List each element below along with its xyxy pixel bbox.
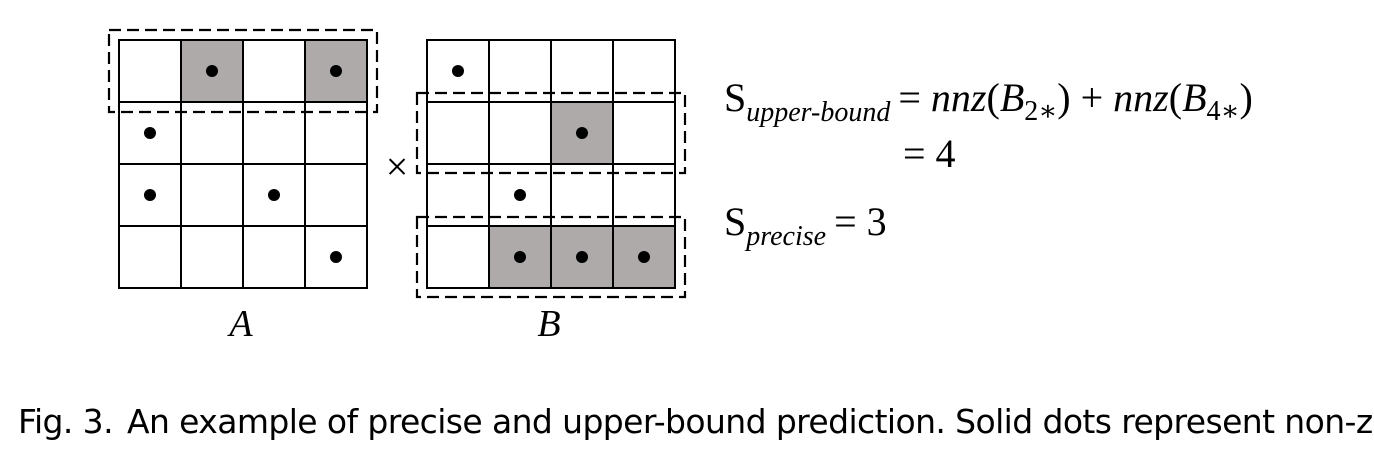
multiply-operator: × <box>386 144 409 189</box>
upper-equals: = <box>898 75 921 120</box>
matrix-a-cell-r3-c3 <box>242 163 306 227</box>
figure-diagram: A × B Supper-bound = nnz(B2∗) + nnz(B4∗) = 4… <box>107 28 1253 345</box>
precise-subscript: precise <box>744 221 826 252</box>
matrix-b-nonzero-dot-r4-c4 <box>638 251 650 263</box>
matrix-b-nonzero-dot-r2-c3 <box>576 127 588 139</box>
upper-bound-subscript: upper-bound <box>746 97 891 128</box>
matrix-a-cell-r3-c2 <box>180 163 244 227</box>
matrix-a-cell-r4-c1 <box>118 225 182 289</box>
matrix-b-nonzero-dot-r4-c2 <box>514 251 526 263</box>
figure-caption: Fig. 3. An example of precise and upper-b… <box>18 402 1374 441</box>
upper-bound-result: = 4 <box>903 131 956 176</box>
matrix-b-nonzero-dot-r1-c1 <box>452 65 464 77</box>
caption-label: Fig. 3. <box>18 402 114 441</box>
matrix-b-cell-r2-c2 <box>488 101 552 165</box>
matrix-b-nonzero-dot-r3-c2 <box>514 189 526 201</box>
matrix-a-nonzero-dot-r3-c1 <box>144 189 156 201</box>
matrix-b-cell-r1-c4 <box>612 39 676 103</box>
matrix-a-cell-r4-c3 <box>242 225 306 289</box>
open-paren-2: ( <box>1169 75 1182 120</box>
matrix-a-cell-r3-c4 <box>304 163 368 227</box>
plus-operator: + <box>1081 75 1104 120</box>
b-symbol-2: B <box>1182 75 1206 120</box>
matrix-b-row-2-dashed-box <box>415 91 687 175</box>
precise-equation: Sprecise = 3 <box>724 199 887 252</box>
nnz-function-2: nnz <box>1113 75 1169 120</box>
close-paren-2: ) <box>1240 75 1253 120</box>
matrix-b-row-4-dashed-box <box>415 215 687 299</box>
open-paren-1: ( <box>986 75 999 120</box>
b-subscript-1: 2∗ <box>1024 96 1057 127</box>
matrix-b-cell-r3-c4 <box>612 163 676 227</box>
matrix-a-label: A <box>226 303 253 345</box>
matrix-a-cell-r4-c2 <box>180 225 244 289</box>
matrix-b-cell-r3-c1 <box>426 163 490 227</box>
b-subscript-2: 4∗ <box>1207 96 1240 127</box>
matrix-b-cell-r1-c2 <box>488 39 552 103</box>
matrix-a-nonzero-dot-r1-c2 <box>206 65 218 77</box>
matrix-a-nonzero-dot-r1-c4 <box>330 65 342 77</box>
matrix-a-cell-r1-c3 <box>242 39 306 103</box>
caption-text: An example of precise and upper-bound pr… <box>126 402 1374 441</box>
matrix-b <box>415 39 687 299</box>
matrix-a-nonzero-dot-r4-c4 <box>330 251 342 263</box>
precise-s-symbol: S <box>724 199 746 244</box>
upper-bound-equation: Supper-bound = nnz(B2∗) + nnz(B4∗) <box>724 75 1253 128</box>
precise-result: = 3 <box>834 199 887 244</box>
matrix-b-cell-r2-c1 <box>426 101 490 165</box>
b-symbol-1: B <box>1000 75 1024 120</box>
matrix-a <box>107 28 379 289</box>
matrix-a-row-1-dashed-box <box>107 28 379 114</box>
matrix-b-cell-r2-c4 <box>612 101 676 165</box>
nnz-function-1: nnz <box>931 75 987 120</box>
matrix-a-nonzero-dot-r3-c3 <box>268 189 280 201</box>
matrix-a-cell-r1-c1 <box>118 39 182 103</box>
matrix-b-label: B <box>537 303 560 345</box>
matrix-a-nonzero-dot-r2-c1 <box>144 127 156 139</box>
matrix-b-nonzero-dot-r4-c3 <box>576 251 588 263</box>
upper-s-symbol: S <box>724 75 746 120</box>
matrix-b-cell-r4-c1 <box>426 225 490 289</box>
close-paren-1: ) <box>1057 75 1070 120</box>
